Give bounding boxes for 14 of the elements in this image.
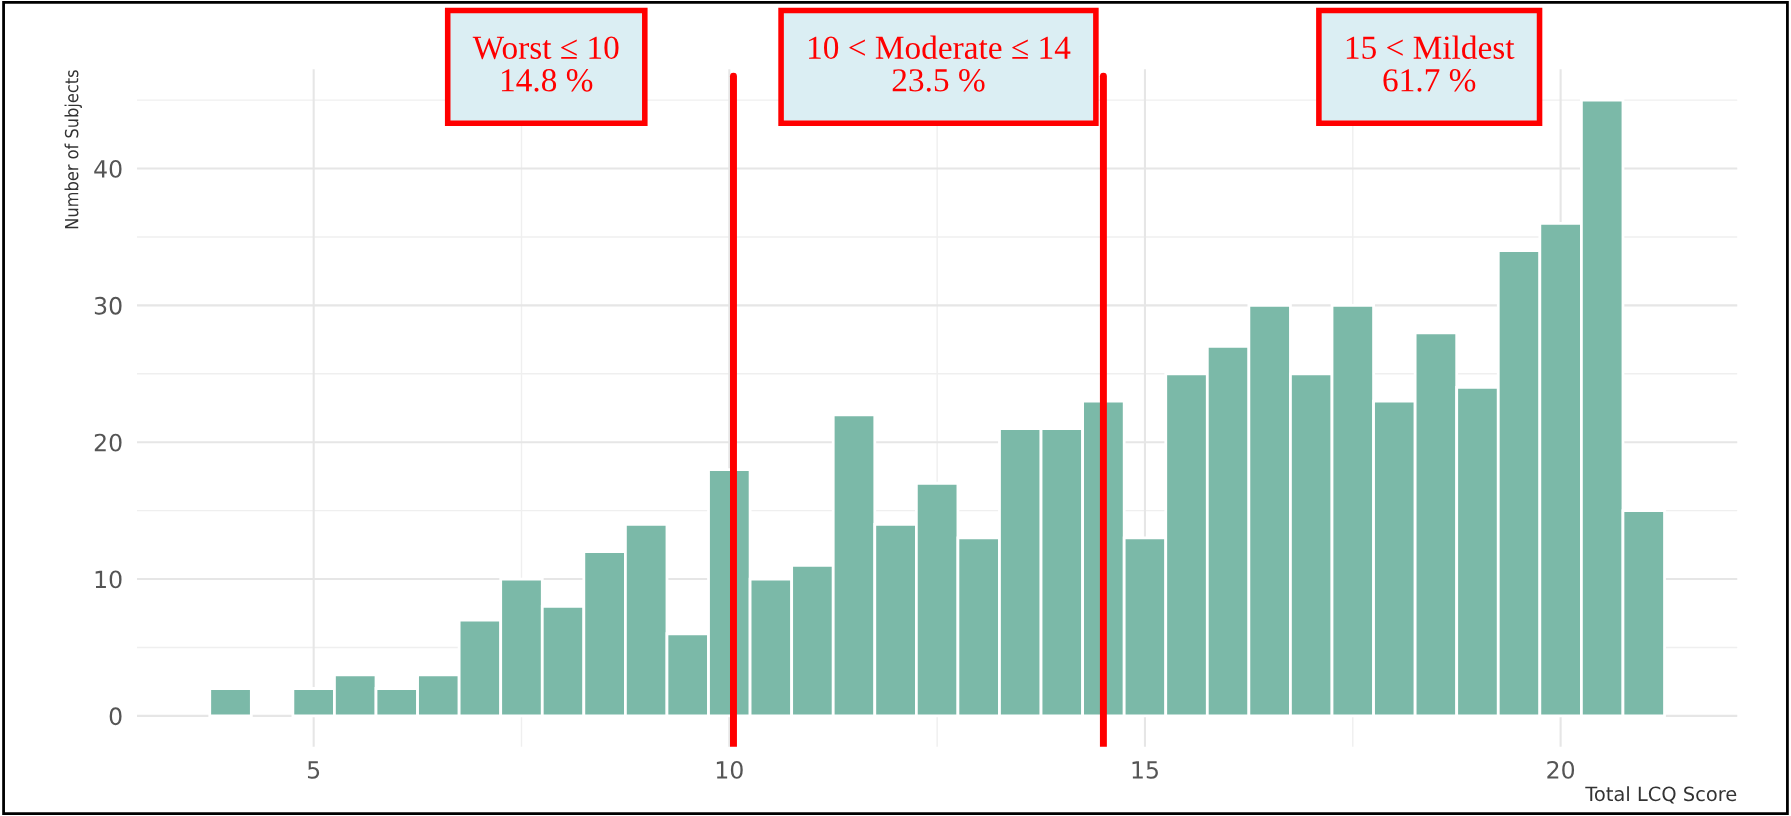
y-tick-label: 10 (95, 570, 122, 589)
x-tick-label: 5 (307, 761, 320, 779)
annotation: 10 < Moderate ≤ 14 23.5 % (809, 35, 1071, 92)
x-tick-label: 15 (1132, 761, 1158, 779)
y-tick-label: 40 (94, 160, 122, 178)
x-tick-label: 10 (716, 760, 743, 779)
y-tick-label: 0 (109, 707, 122, 726)
annotation: 15 < Mildest 61.7 % (1346, 35, 1515, 92)
y-tick-label: 30 (94, 296, 122, 315)
y-axis-title: Number of Subjects (64, 70, 82, 229)
y-tick-label: 20 (94, 433, 122, 452)
x-axis-title: Total LCQ Score (1585, 786, 1737, 804)
x-tick-label: 20 (1547, 760, 1575, 779)
annotation: Worst ≤ 10 14.8 % (472, 36, 619, 92)
